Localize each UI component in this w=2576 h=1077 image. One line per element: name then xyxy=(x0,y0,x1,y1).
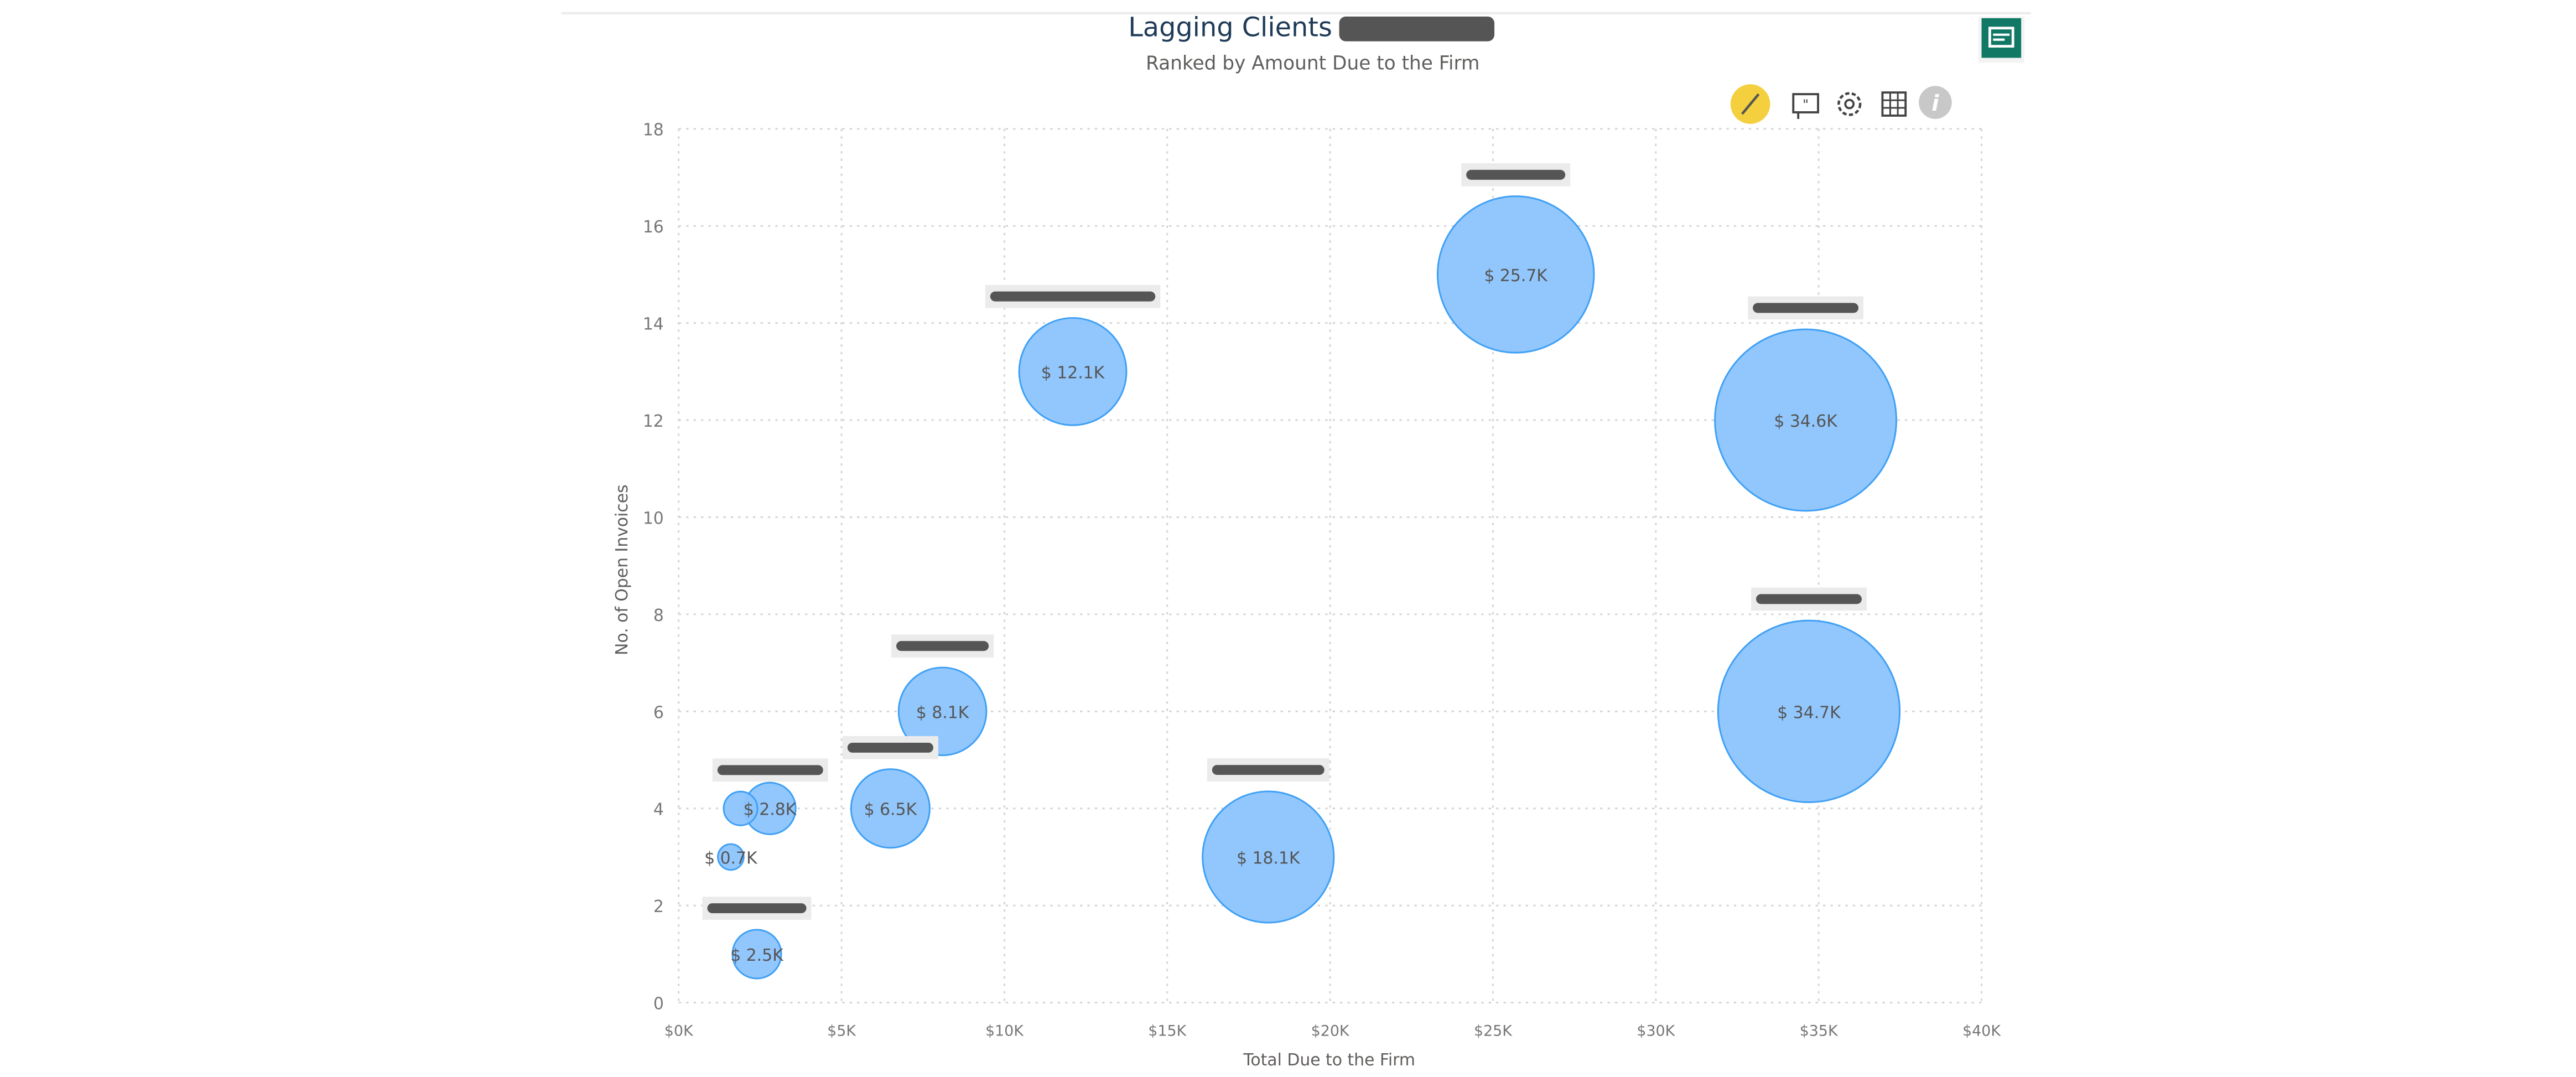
x-tick-label: $0K xyxy=(664,1022,694,1039)
redacted-client-name xyxy=(1212,765,1325,775)
chart-title: Lagging Clients xyxy=(1128,13,1332,43)
redacted-client-name xyxy=(990,291,1156,302)
x-tick-label: $30K xyxy=(1637,1022,1675,1039)
y-tick-label: 0 xyxy=(653,995,664,1014)
data-label: $ 12.1K xyxy=(1041,363,1105,382)
y-axis-title: No. of Open Invoices xyxy=(612,484,632,655)
bubble xyxy=(897,666,988,757)
redacted-client-name xyxy=(707,903,807,914)
x-tick-label: $35K xyxy=(1800,1022,1838,1039)
redacted-client-name xyxy=(1756,594,1862,604)
comment-icon[interactable]: " xyxy=(1792,93,1819,119)
x-axis-title: Total Due to the Firm xyxy=(1243,1050,1415,1070)
x-tick-label: $5K xyxy=(827,1022,856,1039)
redacted-client-name xyxy=(896,641,989,651)
svg-text:i: i xyxy=(1931,91,1939,116)
svg-text:": " xyxy=(1803,97,1809,112)
data-label: $ 6.5K xyxy=(864,800,918,820)
y-tick-label: 4 xyxy=(653,800,664,820)
data-label: $ 18.1K xyxy=(1237,848,1301,868)
y-tick-label: 6 xyxy=(653,703,664,722)
y-tick-label: 2 xyxy=(653,897,664,917)
y-tick-label: 10 xyxy=(643,509,664,528)
x-tick-label: $20K xyxy=(1311,1022,1350,1039)
y-tick-label: 14 xyxy=(643,315,664,334)
x-tick-label: $40K xyxy=(1962,1022,2001,1039)
data-label: $ 8.1K xyxy=(916,703,970,722)
x-tick-label: $15K xyxy=(1148,1022,1187,1039)
bubble xyxy=(731,929,782,980)
y-tick-label: 18 xyxy=(643,121,664,140)
bubble xyxy=(850,768,931,849)
info-icon[interactable]: i xyxy=(1919,86,1952,119)
x-tick-label: $25K xyxy=(1474,1022,1513,1039)
x-tick-label: $10K xyxy=(985,1022,1024,1039)
chart-subtitle: Ranked by Amount Due to the Firm xyxy=(1146,52,1480,74)
y-tick-label: 16 xyxy=(643,218,664,237)
table-grid-icon[interactable] xyxy=(1881,91,1907,117)
redacted-client-name xyxy=(847,742,933,753)
bubble xyxy=(723,790,759,826)
bubble xyxy=(1018,317,1128,426)
data-label: $ 25.7K xyxy=(1484,266,1548,286)
y-tick-label: 12 xyxy=(643,412,664,431)
data-label: $ 34.6K xyxy=(1774,412,1838,431)
data-label: $ 34.7K xyxy=(1777,703,1841,722)
bubble xyxy=(1202,790,1335,924)
bubbles: $ 0.7K $ 2.8K $ 2.5K $ 6.5K $ 8.1K $ 12.1K $ 1… xyxy=(702,163,1901,980)
redacted-client-name xyxy=(1466,169,1566,180)
gridlines xyxy=(678,128,1983,1004)
data-label: $ 2.8K xyxy=(744,800,797,820)
bubble xyxy=(1714,328,1898,512)
y-tick-label: 8 xyxy=(653,606,664,625)
bubble xyxy=(1717,619,1901,804)
redacted-client-name xyxy=(1753,303,1859,313)
y-axis: 0 2 4 6 8 10 12 14 16 18 xyxy=(643,121,664,1014)
redacted-client-name xyxy=(717,765,823,775)
data-label: $ 2.5K xyxy=(730,946,784,965)
x-axis: $0K $5K $10K $15K $20K $25K $30K $35K $40K xyxy=(664,1022,2002,1039)
bubble xyxy=(717,843,745,871)
bubble xyxy=(1436,195,1595,354)
gear-icon[interactable] xyxy=(1837,92,1862,116)
data-label: $ 0.7K xyxy=(704,848,758,868)
visual-toolbar: " i xyxy=(1730,84,1952,124)
report-badge-icon[interactable] xyxy=(1978,16,2025,63)
redacted-title-suffix xyxy=(1339,16,1495,42)
pencil-icon[interactable] xyxy=(1730,84,1770,124)
